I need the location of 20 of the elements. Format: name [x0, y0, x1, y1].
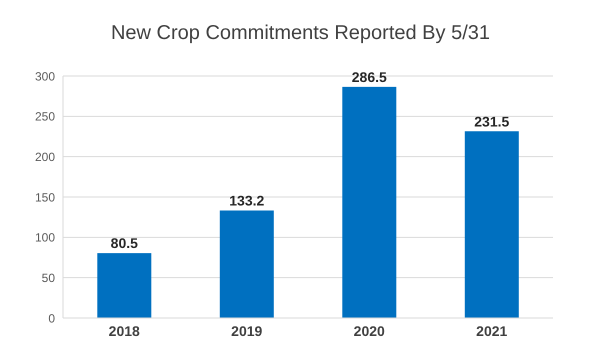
data-label: 133.2: [229, 192, 265, 209]
x-tick-label: 2020: [354, 322, 386, 339]
bar: [220, 210, 274, 318]
bar: [464, 131, 519, 318]
data-label: 231.5: [474, 113, 510, 130]
bar: [342, 86, 396, 318]
y-tick-label: 250: [34, 110, 56, 124]
data-label: 80.5: [110, 235, 138, 252]
chart-title: New Crop Commitments Reported By 5/31: [110, 21, 492, 46]
y-tick-label: 200: [34, 150, 56, 164]
y-tick-label: 50: [42, 270, 56, 285]
data-label: 286.5: [352, 68, 388, 85]
x-tick-label: 2021: [476, 322, 508, 339]
x-tick-label: 2019: [231, 322, 263, 339]
y-tick-label: 100: [34, 230, 56, 245]
y-tick-label: 0: [48, 311, 56, 326]
x-tick-label: 2018: [108, 322, 140, 339]
y-tick-label: 300: [34, 69, 56, 84]
bar: [97, 253, 152, 318]
y-tick-label: 150: [34, 190, 56, 204]
